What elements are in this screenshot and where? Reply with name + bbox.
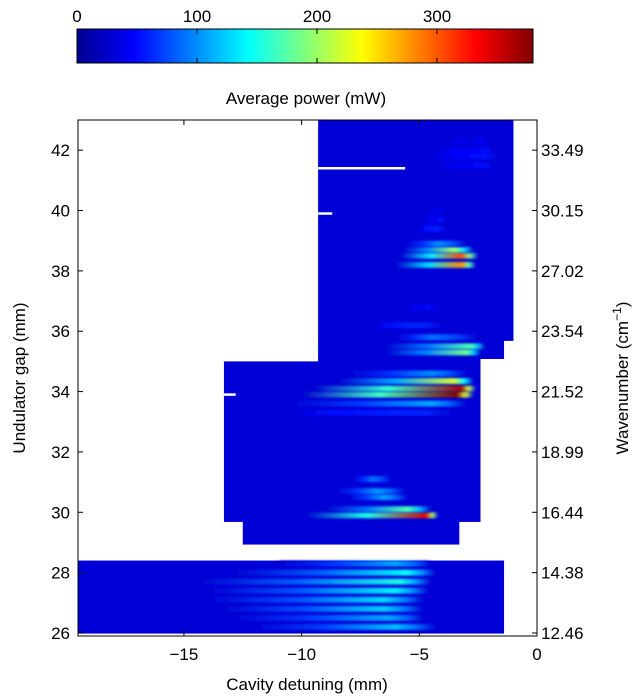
y2-tick-label: 12.46 bbox=[541, 624, 584, 643]
y-tick-label: 40 bbox=[51, 202, 70, 221]
y2-tick-label: 23.54 bbox=[541, 322, 584, 341]
colorbar-ticks: 0 100 200 300 bbox=[72, 7, 451, 63]
power-streak bbox=[431, 153, 500, 160]
y-tick-label: 26 bbox=[51, 624, 70, 643]
power-streak bbox=[207, 587, 429, 594]
power-streak bbox=[402, 246, 474, 253]
y-tick-label: 30 bbox=[51, 503, 70, 522]
power-streak bbox=[384, 349, 481, 356]
colorbar-label: Average power (mW) bbox=[226, 89, 386, 108]
y2-axis-label: Wavenumber (cm−1) bbox=[610, 302, 632, 455]
power-streak bbox=[207, 596, 425, 603]
y-axis-ticks: 26 28 30 32 34 36 38 40 42 bbox=[51, 141, 83, 643]
colorbar-tick-label: 100 bbox=[183, 7, 211, 26]
y-tick-label: 28 bbox=[51, 564, 70, 583]
power-streak bbox=[395, 334, 479, 341]
y2-tick-label: 14.38 bbox=[541, 564, 584, 583]
power-streak bbox=[348, 494, 408, 501]
power-streak bbox=[431, 207, 446, 214]
y2-tick-label: 27.02 bbox=[541, 262, 584, 281]
power-streak bbox=[435, 147, 495, 154]
power-streak bbox=[372, 322, 443, 329]
power-streak bbox=[419, 225, 448, 232]
x-tick-label: −5 bbox=[410, 645, 429, 664]
colorbar-gradient bbox=[76, 28, 534, 64]
power-streak bbox=[336, 378, 474, 385]
y2-axis-label-close: ) bbox=[613, 302, 632, 308]
power-streak bbox=[231, 614, 425, 621]
power-streak bbox=[254, 623, 436, 630]
plot-frame bbox=[77, 119, 538, 637]
power-streak bbox=[219, 605, 425, 612]
x-axis-ticks: −15 −10 −5 0 bbox=[170, 120, 542, 664]
power-streak bbox=[447, 138, 490, 145]
power-streak bbox=[400, 252, 479, 259]
power-streak bbox=[336, 488, 406, 495]
power-streak bbox=[301, 391, 474, 398]
y2-axis-label-sup: −1 bbox=[610, 307, 624, 321]
power-streak bbox=[407, 240, 467, 247]
power-streak bbox=[195, 578, 432, 585]
y-axis-label: Undulator gap (mm) bbox=[10, 302, 29, 453]
y2-tick-label: 33.49 bbox=[541, 141, 584, 160]
power-streak bbox=[231, 569, 436, 576]
y2-tick-label: 16.44 bbox=[541, 503, 584, 522]
colorbar: 0 100 200 300 Average power (mW) bbox=[72, 7, 534, 108]
heatmap-cells bbox=[78, 120, 514, 634]
measured-region bbox=[318, 358, 481, 363]
x-tick-label: −15 bbox=[170, 645, 199, 664]
y2-tick-label: 18.99 bbox=[541, 443, 584, 462]
power-streak bbox=[348, 370, 467, 377]
colorbar-tick-label: 200 bbox=[303, 7, 331, 26]
y-tick-label: 34 bbox=[51, 383, 70, 402]
power-streak bbox=[438, 162, 497, 169]
power-streak bbox=[395, 261, 476, 268]
y2-tick-label: 21.52 bbox=[541, 383, 584, 402]
colorbar-tick-label: 0 bbox=[72, 7, 81, 26]
y-tick-label: 38 bbox=[51, 262, 70, 281]
power-streak bbox=[407, 304, 439, 311]
x-axis-label: Cavity detuning (mm) bbox=[226, 675, 388, 694]
x-tick-label: 0 bbox=[532, 645, 541, 664]
y-tick-label: 32 bbox=[51, 443, 70, 462]
y2-axis-ticks: 12.46 14.38 16.44 18.99 21.52 23.54 27.02 30.15… bbox=[532, 141, 584, 643]
power-streak bbox=[325, 506, 432, 513]
power-streak bbox=[424, 216, 448, 223]
power-streak bbox=[278, 409, 455, 416]
colorbar-tick-label: 300 bbox=[423, 7, 451, 26]
measured-region bbox=[242, 521, 460, 545]
power-streak bbox=[313, 385, 476, 392]
y2-tick-label: 30.15 bbox=[541, 202, 584, 221]
y-tick-label: 36 bbox=[51, 322, 70, 341]
power-streak bbox=[289, 400, 467, 407]
x-tick-label: −10 bbox=[287, 645, 316, 664]
power-streak bbox=[306, 512, 439, 519]
y2-axis-label-text: Wavenumber (cm bbox=[613, 321, 632, 455]
y-tick-label: 42 bbox=[51, 141, 70, 160]
power-streak bbox=[278, 560, 432, 567]
power-streak bbox=[353, 476, 392, 483]
power-streak bbox=[384, 343, 486, 350]
